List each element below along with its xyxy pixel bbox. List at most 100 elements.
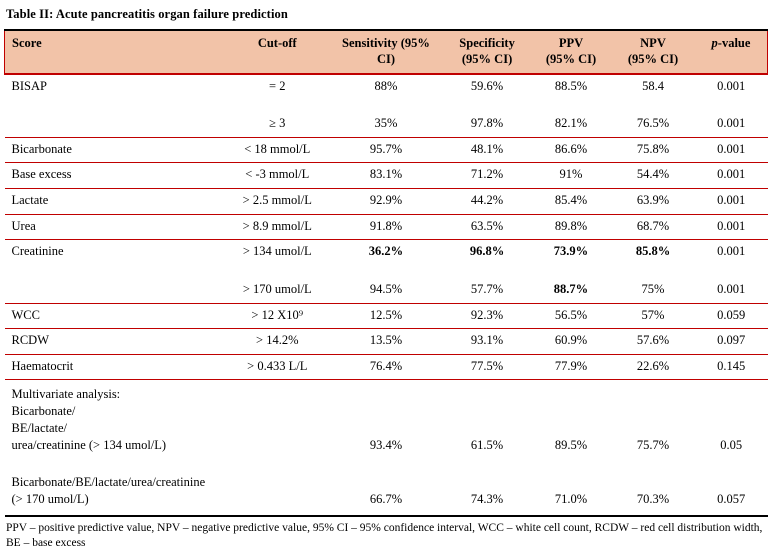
- table-row-haematocrit: Haematocrit > 0.433 L/L 76.4% 77.5% 77.9…: [4, 354, 768, 381]
- cell-pvalue: 0.001: [717, 78, 746, 93]
- cell-ppv: 77.9%: [530, 354, 612, 381]
- cell-pvalue: 0.001: [694, 137, 768, 164]
- cell-npv: 58.4: [642, 78, 664, 93]
- cell-sensitivity: 93.4%: [369, 438, 403, 453]
- cell-cutoff: > 170 umol/L: [225, 277, 329, 304]
- header-sensitivity: Sensitivity (95% CI): [328, 29, 444, 75]
- table-row-multivariate-134: Multivariate analysis: Bicarbonate/ BE/l…: [5, 380, 768, 460]
- cell-pvalue: 0.001: [694, 214, 768, 241]
- cell-cutoff: > 12 X10⁹: [225, 303, 329, 330]
- cell-specificity: 71.2%: [443, 162, 531, 189]
- table-body: BISAP = 2 88% 59.6% 88.5% 58.4 0.001 ≥ 3…: [4, 74, 768, 517]
- results-table: Score Cut-off Sensitivity (95% CI) Speci…: [3, 29, 768, 517]
- cell-sensitivity: 66.7%: [328, 459, 444, 517]
- cell-specificity: 77.5%: [443, 354, 531, 381]
- table-row-urea: Urea > 8.9 mmol/L 91.8% 63.5% 89.8% 68.7…: [4, 214, 768, 241]
- cell-score: Creatinine: [11, 244, 64, 259]
- cell-score: Bicarbonate: [4, 137, 226, 164]
- cell-specificity: 96.8%: [469, 244, 505, 259]
- cell-score: [4, 277, 226, 304]
- cell-specificity: 93.1%: [443, 328, 531, 355]
- cell-npv: 54.4%: [611, 162, 695, 189]
- header-row: Score Cut-off Sensitivity (95% CI) Speci…: [3, 29, 768, 75]
- cell-specificity: 74.3%: [443, 459, 531, 517]
- cell-sensitivity: 12.5%: [328, 303, 444, 330]
- cell-specificity: 48.1%: [443, 137, 531, 164]
- cell-ppv: 91%: [530, 162, 612, 189]
- cell-specificity: 57.7%: [443, 277, 531, 304]
- table-row-multivariate-170: Bicarbonate/BE/lactate/urea/creatinine (…: [4, 459, 768, 517]
- table-title: Table II: Acute pancreatitis organ failu…: [6, 7, 288, 21]
- header-npv: NPV (95% CI): [611, 29, 695, 75]
- cell-cutoff: ≥ 3: [225, 112, 329, 138]
- table-row-rcdw: RCDW > 14.2% 13.5% 93.1% 60.9% 57.6% 0.0…: [4, 328, 768, 355]
- cell-score: RCDW: [4, 328, 226, 355]
- cell-cutoff: > 8.9 mmol/L: [225, 214, 329, 241]
- cell-ppv: 89.5%: [554, 438, 588, 453]
- cell-pvalue: 0.001: [694, 188, 768, 215]
- cell-npv: 75.7%: [636, 438, 670, 453]
- table-row-creatinine-2: > 170 umol/L 94.5% 57.7% 88.7% 75% 0.001: [4, 277, 768, 304]
- cell-score: [4, 112, 226, 138]
- cell-npv: 22.6%: [611, 354, 695, 381]
- cell-npv: 57%: [611, 303, 695, 330]
- table-footnote: PPV – positive predictive value, NPV – n…: [6, 521, 763, 550]
- cell-npv: 75%: [611, 277, 695, 304]
- cell-sensitivity: 35%: [328, 112, 444, 138]
- cell-specificity: 61.5%: [470, 438, 504, 453]
- cell-sensitivity: 91.8%: [328, 214, 444, 241]
- cell-npv: 76.5%: [611, 112, 695, 138]
- header-ppv: PPV (95% CI): [530, 29, 612, 75]
- cell-sensitivity: 94.5%: [328, 277, 444, 304]
- cell-score: Multivariate analysis: Bicarbonate/ BE/l…: [11, 387, 167, 452]
- cell-ppv: 82.1%: [530, 112, 612, 138]
- cell-sensitivity: 83.1%: [328, 162, 444, 189]
- cell-specificity: 59.6%: [470, 78, 504, 93]
- cell-specificity: 44.2%: [443, 188, 531, 215]
- cell-ppv: 88.5%: [554, 78, 588, 93]
- cell-score: Bicarbonate/BE/lactate/urea/creatinine (…: [4, 459, 226, 517]
- cell-ppv: 88.7%: [530, 277, 612, 304]
- cell-score: Lactate: [4, 188, 226, 215]
- cell-ppv: 60.9%: [530, 328, 612, 355]
- cell-cutoff: > 14.2%: [225, 328, 329, 355]
- cell-specificity: 97.8%: [443, 112, 531, 138]
- table-row-bisap-1: BISAP = 2 88% 59.6% 88.5% 58.4 0.001: [5, 74, 768, 113]
- header-score: Score: [3, 29, 226, 75]
- cell-npv: 85.8%: [635, 244, 671, 259]
- cell-cutoff: = 2: [269, 78, 286, 93]
- cell-sensitivity: 13.5%: [328, 328, 444, 355]
- cell-sensitivity: 92.9%: [328, 188, 444, 215]
- cell-pvalue: 0.145: [694, 354, 768, 381]
- cell-ppv: 56.5%: [530, 303, 612, 330]
- cell-npv: 63.9%: [611, 188, 695, 215]
- cell-pvalue: 0.001: [694, 277, 768, 304]
- cell-score: Haematocrit: [4, 354, 226, 381]
- table-row-bicarbonate: Bicarbonate < 18 mmol/L 95.7% 48.1% 86.6…: [4, 137, 768, 164]
- cell-ppv: 89.8%: [530, 214, 612, 241]
- cell-cutoff: [225, 459, 329, 517]
- table-row-lactate: Lactate > 2.5 mmol/L 92.9% 44.2% 85.4% 6…: [4, 188, 768, 215]
- header-specificity: Specificity (95% CI): [443, 29, 531, 75]
- cell-sensitivity: 88%: [374, 78, 398, 93]
- cell-npv: 70.3%: [611, 459, 695, 517]
- cell-sensitivity: 95.7%: [328, 137, 444, 164]
- cell-specificity: 92.3%: [443, 303, 531, 330]
- header-cutoff: Cut-off: [225, 29, 329, 75]
- cell-ppv: 86.6%: [530, 137, 612, 164]
- cell-ppv: 71.0%: [530, 459, 612, 517]
- cell-sensitivity: 76.4%: [328, 354, 444, 381]
- cell-npv: 75.8%: [611, 137, 695, 164]
- cell-score: WCC: [4, 303, 226, 330]
- cell-sensitivity: 36.2%: [368, 244, 404, 259]
- cell-pvalue: 0.057: [694, 459, 768, 517]
- table-row-creatinine-1: Creatinine > 134 umol/L 36.2% 96.8% 73.9…: [5, 240, 768, 278]
- cell-ppv: 73.9%: [553, 244, 589, 259]
- cell-pvalue: 0.059: [694, 303, 768, 330]
- cell-pvalue: 0.097: [694, 328, 768, 355]
- cell-cutoff: < -3 mmol/L: [225, 162, 329, 189]
- cell-cutoff: > 0.433 L/L: [225, 354, 329, 381]
- cell-cutoff: > 134 umol/L: [242, 244, 312, 259]
- cell-score: BISAP: [11, 78, 47, 93]
- table-row-wcc: WCC > 12 X10⁹ 12.5% 92.3% 56.5% 57% 0.05…: [4, 303, 768, 330]
